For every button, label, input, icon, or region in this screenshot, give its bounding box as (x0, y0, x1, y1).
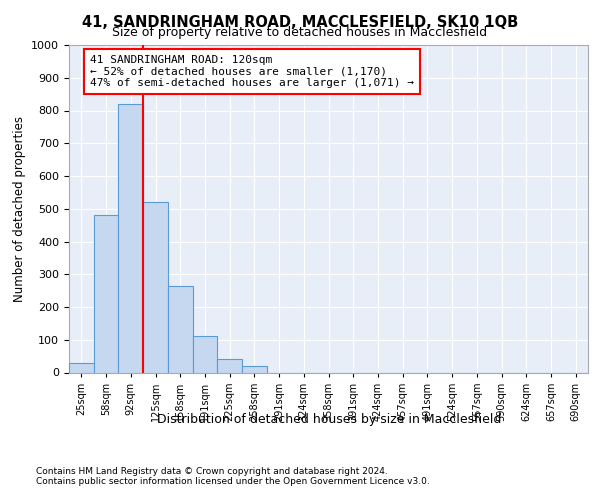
Y-axis label: Number of detached properties: Number of detached properties (13, 116, 26, 302)
Text: Contains public sector information licensed under the Open Government Licence v3: Contains public sector information licen… (36, 476, 430, 486)
Bar (69, 362, 94, 372)
Text: Distribution of detached houses by size in Macclesfield: Distribution of detached houses by size … (157, 412, 501, 426)
Bar (217, 360, 242, 372)
Text: Size of property relative to detached houses in Macclesfield: Size of property relative to detached ho… (112, 26, 488, 39)
Bar (118, 104, 143, 372)
Bar (242, 366, 267, 372)
Bar (168, 286, 193, 372)
Bar (143, 202, 168, 372)
Bar (193, 336, 217, 372)
Text: Contains HM Land Registry data © Crown copyright and database right 2024.: Contains HM Land Registry data © Crown c… (36, 468, 388, 476)
Text: 41, SANDRINGHAM ROAD, MACCLESFIELD, SK10 1QB: 41, SANDRINGHAM ROAD, MACCLESFIELD, SK10… (82, 15, 518, 30)
Text: 41 SANDRINGHAM ROAD: 120sqm
← 52% of detached houses are smaller (1,170)
47% of : 41 SANDRINGHAM ROAD: 120sqm ← 52% of det… (90, 55, 414, 88)
Bar (94, 216, 118, 372)
